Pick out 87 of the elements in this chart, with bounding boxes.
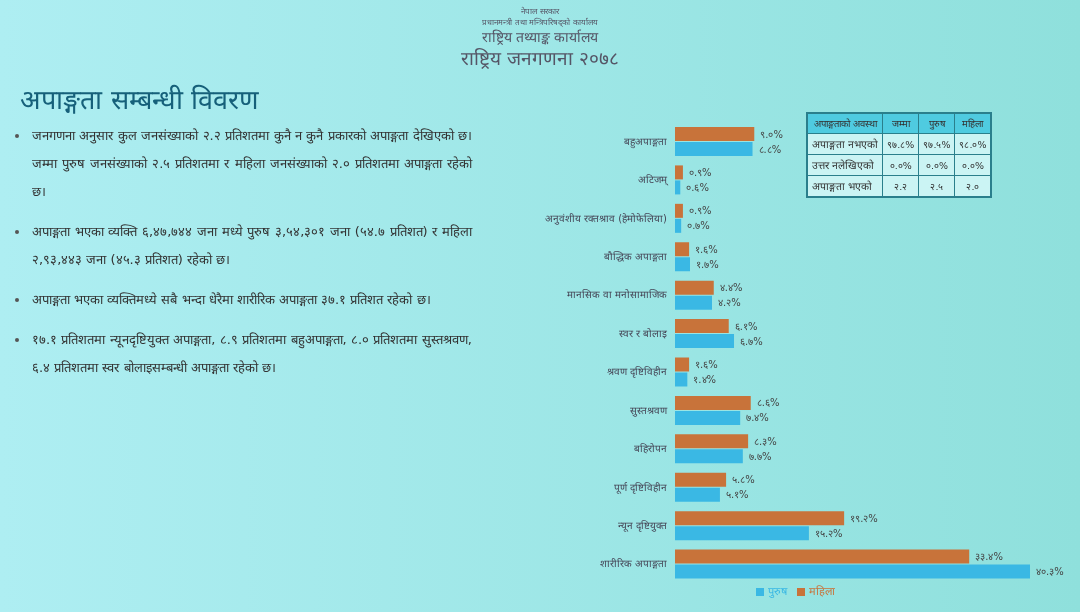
text: २.० bbox=[966, 180, 980, 192]
bar bbox=[675, 410, 741, 425]
data-label: ८.६% bbox=[756, 397, 780, 409]
y-tick-label: स्वर र बोलाइ bbox=[618, 327, 668, 339]
text: ९७.८% bbox=[887, 138, 915, 150]
data-label: ०.९% bbox=[688, 205, 712, 217]
text: ०.०% bbox=[925, 159, 948, 171]
data-label: ६.१% bbox=[734, 320, 758, 332]
bar bbox=[675, 280, 714, 295]
data-label: १.६% bbox=[695, 359, 718, 370]
bar bbox=[675, 434, 749, 449]
data-label: १५.२% bbox=[814, 527, 843, 539]
text: ९७.५% bbox=[923, 138, 951, 150]
legend-label: पुरुष bbox=[767, 585, 787, 598]
y-tick-label: न्यून दृष्टियुक्त bbox=[617, 519, 667, 532]
text: अपाङ्गता भएका व्यक्तिमध्ये सबै भन्दा धेरैमा शारीरिक अपाङ्गता ३७.१ प्रतिशत रहेको छ। bbox=[32, 291, 431, 309]
bar bbox=[675, 511, 845, 526]
text: ०.०% bbox=[961, 159, 984, 171]
y-tick-label: पूर्ण दृष्टिविहीन bbox=[613, 481, 667, 494]
legend-label: महिला bbox=[808, 585, 835, 598]
data-label: १९.२% bbox=[850, 512, 878, 524]
y-tick-label: अटिजम् bbox=[638, 174, 669, 187]
category-label: महिला bbox=[954, 113, 992, 134]
text: २.५ bbox=[930, 180, 944, 192]
text: जनगणना अनुसार कुल जनसंख्याको २.२ प्रतिशतमा कुनै न कुनै प्रकारको अपाङ्गता देखिएको छ। जम्मा पुरुष जनसंख्याको २.५ प्रतिशतमा र महिला जनसंख्याको २.० प्रतिशतमा अपाङ्गता रहेको छ। bbox=[32, 127, 472, 201]
data-label: ०.९% bbox=[688, 166, 712, 178]
category-label: पुरुष bbox=[918, 113, 955, 134]
bar bbox=[675, 203, 683, 218]
data-label: ६.७% bbox=[740, 335, 763, 347]
text: राष्ट्रिय तथ्याङ्क कार्यालय bbox=[480, 28, 600, 46]
y-tick-label: बहुअपाङ्गता bbox=[624, 135, 667, 149]
data-label: ५.८% bbox=[732, 474, 755, 486]
category-label: अपाङ्गता भएको bbox=[812, 180, 873, 192]
text: २.२ bbox=[894, 180, 908, 192]
data-label: ८.८% bbox=[758, 143, 782, 155]
text: ०.०% bbox=[889, 159, 912, 171]
y-tick-label: शारीरिक अपाङ्गता bbox=[599, 558, 667, 570]
y-tick-label: सुस्तश्रवण bbox=[630, 404, 668, 417]
bar bbox=[675, 472, 727, 487]
chart-subtitle: राष्ट्रिय जनगणना २०७८ bbox=[459, 46, 621, 70]
text: ९८.०% bbox=[959, 138, 987, 150]
category-label: अपाङ्गता नभएको bbox=[812, 138, 879, 150]
category-label: जम्मा bbox=[882, 113, 919, 134]
y-tick-label: श्रवण दृष्टिविहीन bbox=[606, 366, 667, 379]
data-label: १.६% bbox=[695, 243, 718, 255]
bar bbox=[675, 549, 970, 564]
text: अपाङ्गता सम्बन्धी विवरण bbox=[20, 83, 260, 117]
data-label: ३३.४% bbox=[975, 551, 1003, 563]
bar bbox=[675, 242, 690, 257]
data-label: ४.४% bbox=[719, 282, 743, 294]
bar bbox=[675, 218, 682, 233]
data-label: ४०.३% bbox=[1036, 566, 1064, 578]
data-label: ८.३% bbox=[754, 435, 777, 447]
y-tick-label: मानसिक वा मनोसामाजिक bbox=[566, 289, 667, 301]
data-label: १.७% bbox=[695, 258, 719, 270]
y-tick-label: बौद्धिक अपाङ्गता bbox=[603, 251, 667, 263]
data-label: ७.७% bbox=[748, 450, 772, 462]
bar bbox=[675, 526, 809, 541]
bar bbox=[675, 395, 751, 410]
data-label: ०.७% bbox=[687, 220, 710, 232]
category-label: अपाङ्गताको अवस्था bbox=[807, 113, 883, 134]
category-label: उत्तर नलेखिएको bbox=[812, 159, 875, 171]
bar bbox=[675, 180, 681, 195]
y-tick-label: अनुवंशीय रक्तश्राव (हेमोफेलिया) bbox=[544, 212, 668, 225]
bar bbox=[675, 334, 735, 349]
text: १७.१ प्रतिशतमा न्यूनदृष्टियुक्त अपाङ्गता, ८.९ प्रतिशतमा बहुअपाङ्गता, ८.० प्रतिशतमा सुस्तश्रवण, ६.४ प्रतिशतमा स्वर बोलाइसम्बन्धी अपाङ्गता रहेको छ। bbox=[32, 331, 472, 377]
data-label: ७.४% bbox=[746, 412, 769, 424]
bar bbox=[675, 319, 729, 334]
data-label: ०.६% bbox=[686, 181, 709, 193]
bar bbox=[675, 372, 688, 387]
bar bbox=[675, 142, 753, 156]
bar bbox=[675, 357, 690, 372]
text: अपाङ्गता भएका व्यक्ति ६,४७,७४४ जना मध्ये पुरुष ३,५४,३०१ जना (५४.७ प्रतिशत) र महिला २,९३,४४३ जना (४५.३ प्रतिशत) रहेको छ। bbox=[32, 223, 472, 269]
data-label: १.४% bbox=[693, 374, 717, 385]
bar bbox=[675, 165, 683, 180]
data-label: ४.२% bbox=[718, 297, 741, 309]
data-label: ५.१% bbox=[725, 489, 749, 501]
bar bbox=[675, 487, 720, 502]
bar bbox=[675, 257, 690, 272]
bar bbox=[675, 127, 755, 141]
data-label: ९.०% bbox=[760, 128, 783, 140]
bar bbox=[675, 295, 712, 310]
text: नेपाल सरकार bbox=[520, 6, 561, 17]
text: प्रधानमन्त्री तथा मन्त्रिपरिषद्को कार्यालय bbox=[481, 17, 599, 28]
bar bbox=[675, 564, 1030, 579]
bar bbox=[675, 449, 743, 464]
y-tick-label: बहिरोपन bbox=[634, 443, 667, 455]
